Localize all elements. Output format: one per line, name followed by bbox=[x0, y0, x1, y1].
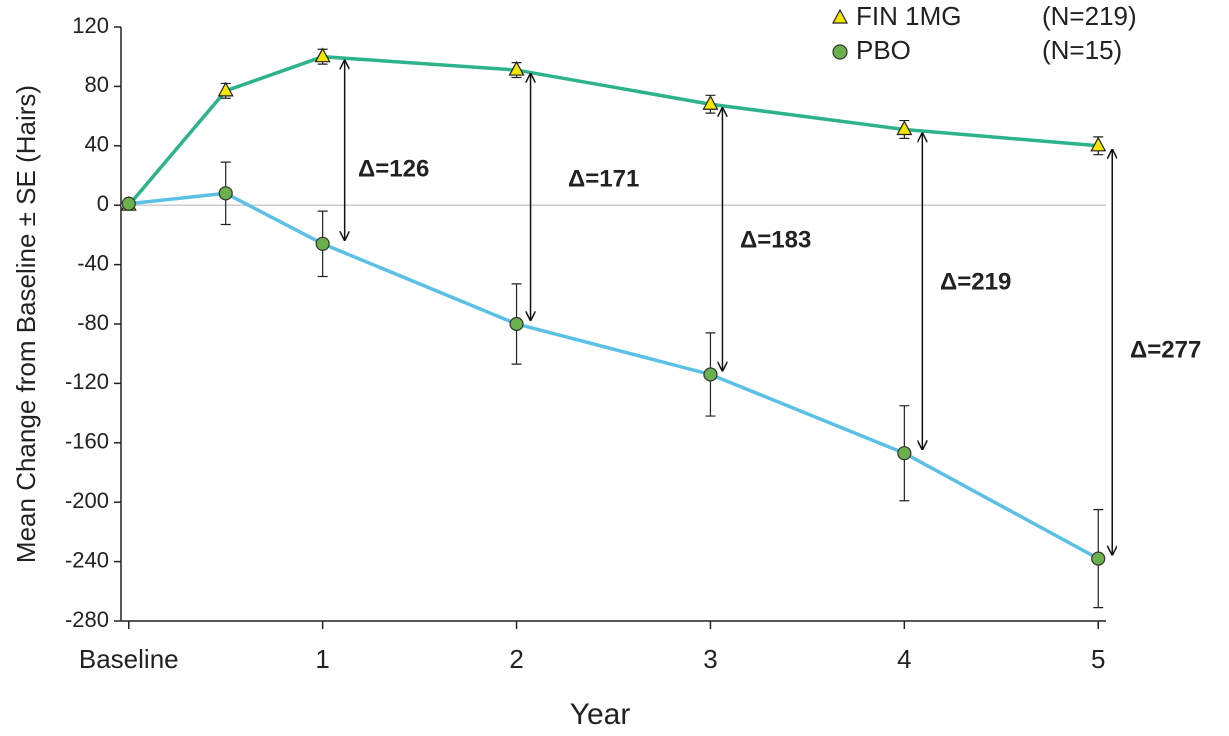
legend-label: PBO bbox=[856, 35, 911, 65]
series-line bbox=[128, 191, 1100, 561]
legend-n: (N=219) bbox=[1042, 1, 1137, 31]
y-tick-label: -120 bbox=[65, 369, 109, 394]
y-tick-label: -80 bbox=[77, 310, 109, 335]
marker bbox=[702, 94, 719, 110]
y-tick-label: 120 bbox=[72, 13, 109, 38]
y-tick-label: -240 bbox=[65, 547, 109, 572]
x-tick-label: 1 bbox=[315, 644, 329, 674]
y-axis-label: Mean Change from Baseline ± SE (Hairs) bbox=[11, 85, 41, 563]
y-tick-label: 40 bbox=[85, 132, 109, 157]
legend-marker bbox=[832, 44, 848, 60]
legend-label: FIN 1MG bbox=[856, 1, 961, 31]
marker bbox=[315, 236, 330, 251]
marker bbox=[703, 367, 718, 382]
legend-n: (N=15) bbox=[1042, 35, 1122, 65]
x-axis-label: Year bbox=[570, 698, 631, 731]
annotation: Δ=183 bbox=[740, 226, 811, 253]
marker bbox=[314, 47, 331, 63]
x-tick-label: Baseline bbox=[79, 644, 179, 674]
x-tick-label: 2 bbox=[509, 644, 523, 674]
y-tick-label: -200 bbox=[65, 488, 109, 513]
y-tick-label: 0 bbox=[97, 191, 109, 216]
marker bbox=[1090, 136, 1107, 152]
x-tick-label: 4 bbox=[897, 644, 911, 674]
marker bbox=[509, 316, 524, 332]
marker bbox=[897, 446, 912, 461]
y-tick-label: 80 bbox=[85, 72, 109, 97]
legend-marker bbox=[831, 8, 849, 24]
annotation: Δ=126 bbox=[358, 155, 429, 182]
marker bbox=[217, 81, 234, 97]
marker bbox=[508, 60, 525, 76]
x-tick-label: 3 bbox=[703, 644, 717, 674]
annotation: Δ=171 bbox=[568, 165, 639, 192]
marker bbox=[896, 120, 913, 136]
marker bbox=[218, 186, 233, 201]
y-tick-label: -160 bbox=[65, 429, 109, 454]
y-tick-label: -280 bbox=[65, 607, 109, 632]
annotation: Δ=219 bbox=[940, 268, 1011, 295]
marker bbox=[121, 196, 136, 211]
annotation: Δ=277 bbox=[1130, 336, 1201, 363]
marker bbox=[1091, 551, 1106, 566]
y-tick-label: -40 bbox=[77, 250, 109, 275]
x-tick-label: 5 bbox=[1091, 644, 1105, 674]
